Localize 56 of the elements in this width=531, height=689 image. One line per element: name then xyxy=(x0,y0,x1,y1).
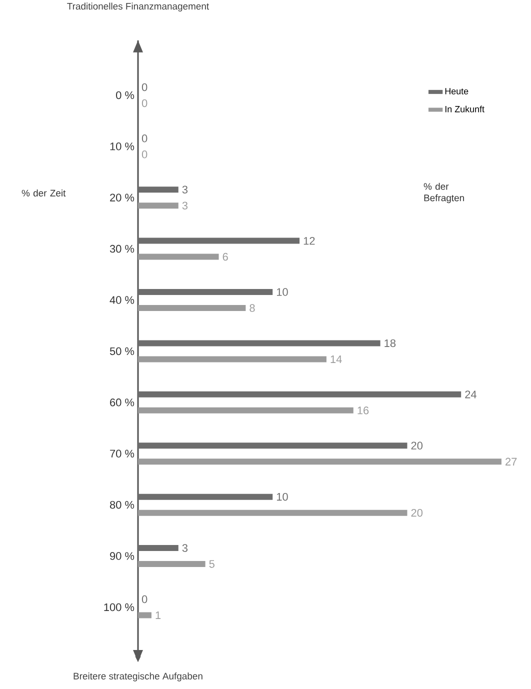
y-tick-label: 0 % xyxy=(116,91,134,100)
y-tick-label: 100 % xyxy=(104,603,134,612)
y-tick-label: 20 % xyxy=(110,194,134,202)
y-tick-label: 60 % xyxy=(110,398,134,406)
bar xyxy=(138,254,219,260)
bar xyxy=(138,186,178,193)
data-label: 6 xyxy=(222,252,228,261)
data-label: 14 xyxy=(330,355,342,363)
data-label: 18 xyxy=(384,339,396,348)
x-axis-title: % der Befragten xyxy=(424,182,464,204)
y-tick-label: 30 % xyxy=(110,244,134,253)
bar xyxy=(138,391,462,398)
bar xyxy=(138,407,354,414)
bar xyxy=(138,202,178,209)
data-label: 20 xyxy=(411,442,423,450)
y-tick-label: 70 % xyxy=(110,450,134,458)
data-label: 3 xyxy=(182,186,188,194)
data-label: 24 xyxy=(465,390,476,398)
y-axis-title: % der Zeit xyxy=(22,190,66,196)
bar xyxy=(138,561,206,568)
data-label: 10 xyxy=(276,288,288,296)
y-tick-label: 50 % xyxy=(110,347,134,356)
data-label: 16 xyxy=(358,406,369,414)
bar xyxy=(138,545,178,552)
legend-label: In Zukunft xyxy=(445,106,484,112)
legend-label: Heute xyxy=(445,88,468,94)
bar xyxy=(138,289,273,295)
data-label: 10 xyxy=(276,492,288,501)
y-tick-label: 40 % xyxy=(110,296,134,304)
bar xyxy=(138,442,408,449)
chart-title: Traditionelles Finanzmanagement xyxy=(67,2,210,12)
bar xyxy=(138,340,380,346)
data-label: 12 xyxy=(304,236,315,245)
data-label: 0 xyxy=(142,134,148,142)
data-label: 0 xyxy=(142,150,148,158)
text: Breitere strategische Aufgaben xyxy=(74,672,202,682)
bar xyxy=(138,238,300,244)
bar xyxy=(138,612,152,618)
data-label: 20 xyxy=(411,508,423,517)
y-tick-label: 10 % xyxy=(110,142,134,150)
data-label: 0 xyxy=(142,83,148,92)
data-label: 8 xyxy=(250,304,255,312)
data-label: 0 xyxy=(142,595,148,604)
y-tick-label: 90 % xyxy=(110,552,134,560)
data-label: 1 xyxy=(156,611,161,619)
bar xyxy=(138,494,273,500)
data-label: 27 xyxy=(506,458,517,466)
data-label: 3 xyxy=(182,544,188,552)
bar xyxy=(138,356,326,362)
y-tick-label: 80 % xyxy=(110,500,134,509)
data-label: 3 xyxy=(182,202,188,210)
bar xyxy=(138,510,408,516)
data-label: 0 xyxy=(142,99,148,108)
data-label: 5 xyxy=(209,560,214,568)
bar xyxy=(138,458,502,465)
bar xyxy=(138,305,246,312)
